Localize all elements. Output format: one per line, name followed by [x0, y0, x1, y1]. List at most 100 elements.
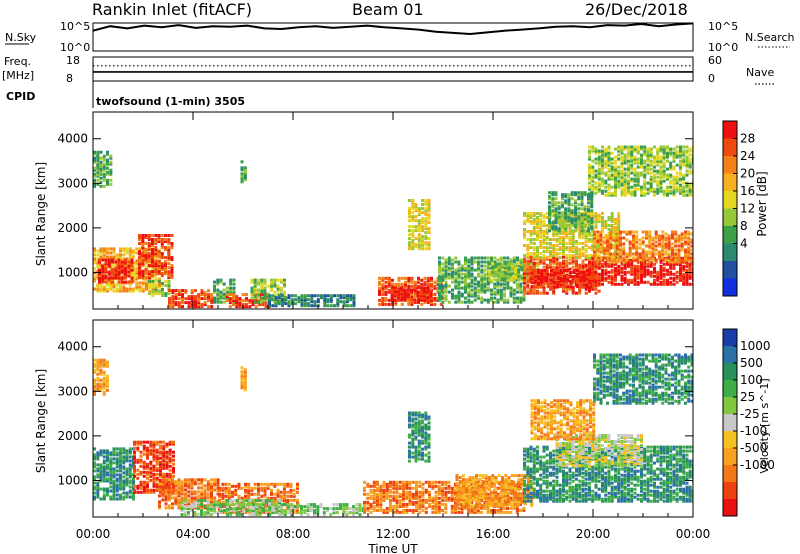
power-cell	[671, 234, 674, 238]
power-cell	[119, 247, 122, 251]
power-cell	[571, 281, 575, 285]
power-cell	[261, 303, 265, 307]
power-cell	[648, 252, 652, 256]
power-cell	[571, 259, 575, 263]
power-cell	[594, 283, 598, 287]
power-cell	[627, 171, 630, 175]
power-cell	[561, 223, 564, 227]
power-cell	[649, 282, 653, 286]
power-cell	[653, 177, 656, 181]
power-cell	[157, 250, 161, 254]
power-cell	[562, 255, 565, 259]
power-cell	[620, 161, 624, 165]
power-cell	[636, 272, 640, 276]
power-cell	[424, 241, 428, 245]
power-cell	[411, 243, 415, 247]
power-cell	[635, 258, 639, 262]
power-cell	[666, 189, 669, 193]
power-cell	[594, 287, 598, 291]
power-cell	[679, 183, 682, 187]
power-cell	[477, 290, 480, 294]
power-cell	[620, 181, 624, 185]
power-cell	[643, 280, 647, 284]
power-cell	[127, 264, 131, 268]
power-cell	[381, 278, 385, 282]
velocity-cell	[167, 480, 171, 484]
power-cell	[601, 145, 604, 149]
velocity-cell	[177, 494, 181, 498]
power-cell	[633, 270, 637, 274]
power-cell	[167, 240, 171, 243]
power-cell	[648, 238, 652, 242]
power-cell	[570, 217, 574, 221]
power-cell	[565, 259, 569, 263]
power-cell	[548, 221, 551, 225]
power-cell	[281, 300, 284, 304]
power-cell	[151, 256, 154, 260]
power-cell	[336, 304, 340, 308]
power-cell	[503, 294, 506, 298]
power-cell	[591, 171, 595, 175]
power-cell	[99, 247, 103, 251]
power-cell	[597, 157, 601, 161]
power-cell	[590, 199, 594, 203]
power-cell	[532, 232, 536, 235]
power-cell	[101, 258, 105, 262]
velocity-cell	[119, 449, 122, 453]
power-cell	[672, 272, 676, 276]
power-cell	[438, 296, 441, 300]
power-cell	[519, 282, 523, 286]
power-cell	[102, 174, 106, 178]
power-cell	[138, 272, 141, 276]
power-cell	[104, 280, 108, 284]
velocity-cell	[168, 452, 172, 456]
power-cell	[523, 269, 526, 273]
velocity-cell	[102, 469, 106, 473]
power-cell	[604, 276, 608, 280]
power-cell	[427, 213, 431, 217]
power-cell	[632, 238, 635, 242]
power-cell	[411, 207, 415, 211]
power-cell	[579, 279, 583, 282]
power-cell	[499, 294, 503, 298]
power-cell	[615, 232, 619, 236]
power-cell	[622, 246, 626, 250]
power-cell	[571, 244, 575, 247]
power-cell	[111, 268, 114, 272]
power-cell	[542, 289, 546, 293]
power-cell	[313, 294, 317, 298]
power-cell	[606, 248, 609, 252]
power-cell	[604, 171, 608, 175]
power-cell	[114, 274, 118, 278]
power-cell	[614, 173, 617, 177]
power-cell	[658, 254, 661, 258]
power-cell	[477, 256, 480, 260]
power-cell	[659, 274, 663, 278]
power-cell	[421, 229, 424, 233]
velocity-cell	[119, 481, 122, 485]
power-cell	[684, 240, 687, 244]
power-cell	[588, 274, 591, 278]
power-cell	[545, 279, 549, 283]
power-cell	[117, 270, 121, 274]
power-cell	[470, 272, 474, 276]
power-cell	[529, 265, 533, 269]
velocity-cell	[122, 481, 126, 485]
power-cell	[614, 179, 617, 183]
power-cell	[588, 173, 591, 177]
power-cell	[690, 240, 693, 244]
velocity-cell	[152, 446, 156, 450]
power-cell	[167, 250, 171, 254]
power-cell	[270, 282, 273, 286]
power-cell	[532, 291, 536, 295]
power-cell	[610, 226, 614, 229]
power-cell	[473, 288, 477, 292]
power-cell	[532, 228, 536, 231]
power-cell	[604, 153, 608, 157]
power-cell	[539, 252, 543, 256]
power-cell	[617, 228, 621, 231]
power-cell	[675, 145, 679, 149]
power-cell	[426, 284, 430, 288]
velocity-cell	[122, 447, 126, 451]
power-cell	[620, 274, 624, 278]
